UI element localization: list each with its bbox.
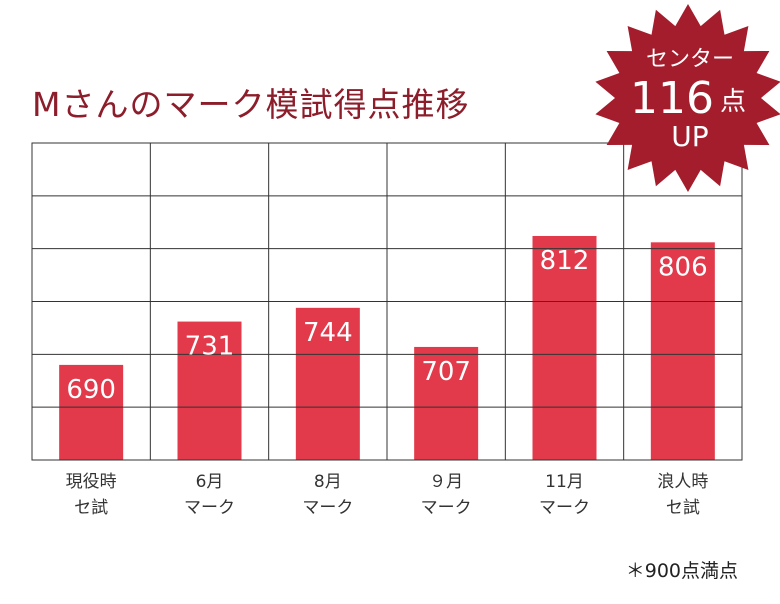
bar [295, 307, 360, 460]
data-label: 744 [303, 318, 353, 348]
bar [532, 235, 597, 460]
category-label: マーク [302, 498, 353, 518]
footnote: ＊900点満点 [625, 560, 738, 582]
bar [59, 364, 124, 460]
bar [414, 346, 479, 460]
grid-layer [31, 142, 743, 461]
bars-layer [59, 235, 715, 460]
category-label: マーク [421, 498, 472, 518]
category-label: 浪人時 [657, 472, 708, 492]
category-label: セ試 [74, 498, 108, 518]
category-label: 6月 [196, 472, 224, 492]
badge-number: 116 [630, 73, 714, 124]
category-label: マーク [539, 498, 590, 518]
data-label: 707 [421, 357, 471, 387]
bar [650, 242, 715, 460]
category-label: 現役時 [66, 472, 117, 492]
badge-line1: センター [646, 47, 734, 72]
category-label: ９月 [429, 472, 463, 492]
data-label: 806 [658, 252, 708, 282]
category-label: マーク [184, 498, 235, 518]
category-label: セ試 [666, 498, 700, 518]
starburst-shape [595, 4, 780, 192]
labels-layer: 690 731 744 707 812 806 [66, 246, 707, 405]
data-label: 731 [185, 332, 235, 362]
data-label: 690 [66, 375, 116, 405]
category-label: 8月 [314, 472, 342, 492]
badge-unit: 点 [720, 87, 746, 117]
category-label: 11月 [545, 472, 584, 492]
badge-line3: UP [671, 120, 708, 153]
bar [177, 321, 242, 460]
score-up-badge: センター 116 点 UP [595, 4, 780, 192]
chart-title: Mさんのマーク模試得点推移 [32, 85, 470, 124]
data-label: 812 [540, 246, 590, 276]
